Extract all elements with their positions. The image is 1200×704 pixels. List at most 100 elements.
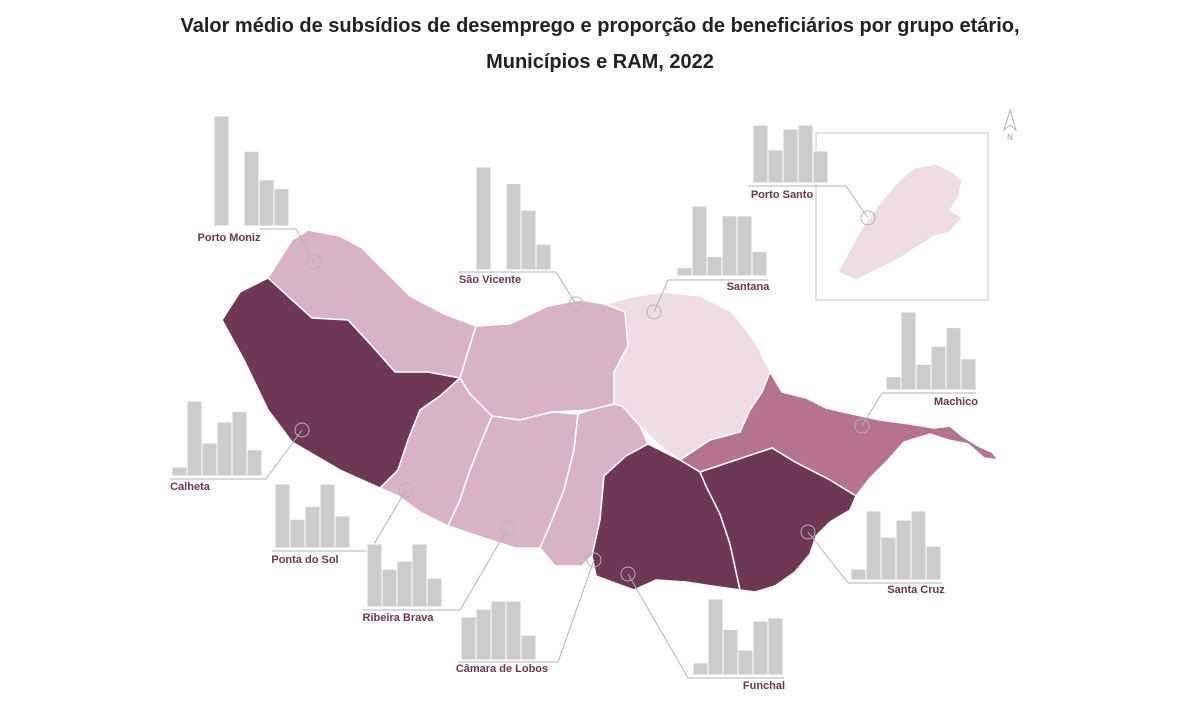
bar-santa-cruz-3 <box>895 519 912 581</box>
bar-santana-1 <box>691 205 708 277</box>
leader-line-porto-santo <box>748 185 869 219</box>
bar-calheta-0 <box>171 466 188 477</box>
bar-sao-vicente-3 <box>520 209 537 271</box>
bar-machico-0 <box>885 376 902 391</box>
bar-ponta-do-sol-4 <box>334 515 351 549</box>
leader-line-machico-b <box>861 392 883 427</box>
bar-machico-1 <box>900 311 917 391</box>
bar-ponta-do-sol-2 <box>304 505 321 549</box>
mini-chart-porto-santo <box>752 124 829 184</box>
bar-sao-vicente-4 <box>535 243 552 271</box>
leader-lines <box>170 185 976 679</box>
bar-sao-vicente-2 <box>505 182 522 271</box>
bar-camara-de-lobos-0 <box>460 616 477 661</box>
bar-santa-cruz-5 <box>925 545 942 581</box>
leader-marker-santa-cruz <box>800 524 816 540</box>
mini-chart-funchal <box>692 598 784 676</box>
bar-santana-0 <box>676 267 693 277</box>
leader-marker-camara-de-lobos <box>586 552 602 568</box>
leader-line-funchal-b <box>627 573 689 679</box>
bar-santa-cruz-0 <box>850 568 867 581</box>
bar-calheta-4 <box>231 411 248 477</box>
region-sao-vicente[interactable] <box>459 299 629 421</box>
bar-funchal-5 <box>767 617 784 676</box>
bar-porto-santo-0 <box>752 124 769 184</box>
mini-chart-ribeira-brava <box>366 543 443 608</box>
leader-marker-porto-moniz <box>306 254 322 270</box>
title-line-1: Valor médio de subsídios de desemprego e… <box>180 15 1020 37</box>
bar-calheta-3 <box>216 421 233 477</box>
bar-ponta-do-sol-1 <box>289 518 306 549</box>
map-title: Valor médio de subsídios de desemprego e… <box>0 8 1200 80</box>
leader-line-calheta <box>170 429 303 480</box>
leader-line-santa-cruz-b <box>807 531 849 584</box>
region-porto-santo[interactable] <box>837 163 963 281</box>
mini-chart-machico <box>885 311 977 391</box>
mini-charts: Porto Moniz São Vicente Santana Porto Santo… <box>170 115 978 692</box>
bar-funchal-3 <box>737 649 754 676</box>
bar-porto-moniz-2 <box>243 150 260 227</box>
bar-santa-cruz-1 <box>865 510 882 581</box>
bar-ponta-do-sol-0 <box>274 483 291 549</box>
label-calheta: Calheta <box>170 481 211 493</box>
bar-camara-de-lobos-1 <box>475 608 492 661</box>
leader-line-camara-de-lobos <box>458 559 595 663</box>
bar-santana-3 <box>721 215 738 277</box>
bar-machico-2 <box>915 363 932 391</box>
bar-santana-4 <box>736 215 753 277</box>
label-machico: Machico <box>934 396 978 408</box>
bar-porto-moniz-3 <box>258 179 275 227</box>
bar-ribeira-brava-0 <box>366 543 383 608</box>
mini-chart-porto-moniz <box>213 115 290 227</box>
bar-funchal-1 <box>707 598 724 676</box>
leader-marker-ponta-do-sol <box>398 482 414 498</box>
bar-porto-santo-1 <box>767 149 784 184</box>
label-sao-vicente: São Vicente <box>459 274 521 286</box>
bar-porto-moniz-0 <box>213 115 230 227</box>
bar-ribeira-brava-2 <box>396 560 413 608</box>
mini-chart-ponta-do-sol <box>274 483 351 549</box>
mini-chart-santa-cruz <box>850 510 942 581</box>
leader-line-santana-b <box>653 279 669 313</box>
leader-marker-santana <box>646 304 662 320</box>
bar-funchal-4 <box>752 620 769 676</box>
bar-porto-santo-2 <box>782 128 799 184</box>
porto-santo-inset <box>815 132 989 301</box>
mini-chart-santana <box>676 205 768 277</box>
bar-porto-santo-4 <box>812 150 829 184</box>
label-camara-de-lobos: Câmara de Lobos <box>456 663 548 675</box>
label-ribeira-brava: Ribeira Brava <box>363 612 435 624</box>
leader-marker-machico <box>854 418 870 434</box>
leader-line-sao-vicente <box>458 271 577 305</box>
bar-calheta-5 <box>246 449 263 477</box>
leader-marker-porto-santo <box>860 210 876 226</box>
leader-marker-ribeira-brava <box>500 520 516 536</box>
mini-chart-camara-de-lobos <box>460 600 537 661</box>
mini-chart-calheta <box>171 400 263 477</box>
north-arrow-icon: N <box>1003 108 1017 142</box>
label-santa-cruz: Santa Cruz <box>887 584 945 596</box>
region-santa-cruz[interactable] <box>698 447 857 593</box>
bar-machico-3 <box>930 345 947 391</box>
bar-machico-4 <box>945 327 962 391</box>
bar-santana-5 <box>751 251 768 277</box>
bar-santa-cruz-4 <box>910 510 927 581</box>
bar-calheta-2 <box>201 442 218 477</box>
leader-marker-calheta <box>294 422 310 438</box>
label-porto-santo: Porto Santo <box>751 189 814 201</box>
label-funchal: Funchal <box>743 680 785 692</box>
bar-sao-vicente-0 <box>475 166 492 271</box>
bar-santana-2 <box>706 255 723 277</box>
bar-funchal-0 <box>692 662 709 676</box>
bar-ribeira-brava-1 <box>381 568 398 608</box>
bar-calheta-1 <box>186 400 203 477</box>
bar-santa-cruz-2 <box>880 536 897 581</box>
bar-camara-de-lobos-2 <box>490 600 507 661</box>
bar-ponta-do-sol-3 <box>319 483 336 549</box>
bar-funchal-2 <box>722 628 739 676</box>
mini-chart-sao-vicente <box>475 166 552 271</box>
bar-camara-de-lobos-4 <box>520 634 537 661</box>
municipality-regions <box>221 229 1000 593</box>
porto-santo-inset-frame <box>815 132 989 301</box>
